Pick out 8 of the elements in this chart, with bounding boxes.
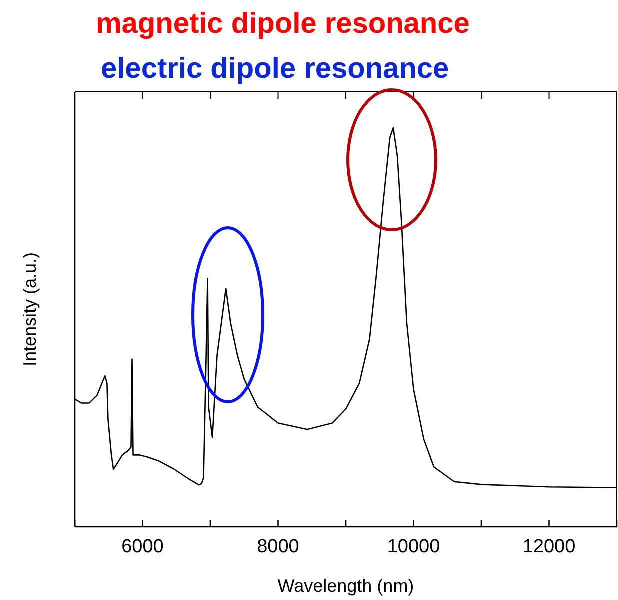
chart-title: magnetic dipole resonance: [96, 8, 470, 40]
x-tick-label: 6000: [122, 536, 164, 558]
y-axis-title: Intensity (a.u.): [20, 252, 40, 367]
x-tick-label: 10000: [387, 536, 440, 558]
x-tick-label: 12000: [522, 536, 576, 558]
x-tick-label: 8000: [257, 536, 300, 558]
x-axis-title: Wavelength (nm): [278, 576, 414, 596]
chart-subtitle: electric dipole resonance: [101, 53, 450, 85]
